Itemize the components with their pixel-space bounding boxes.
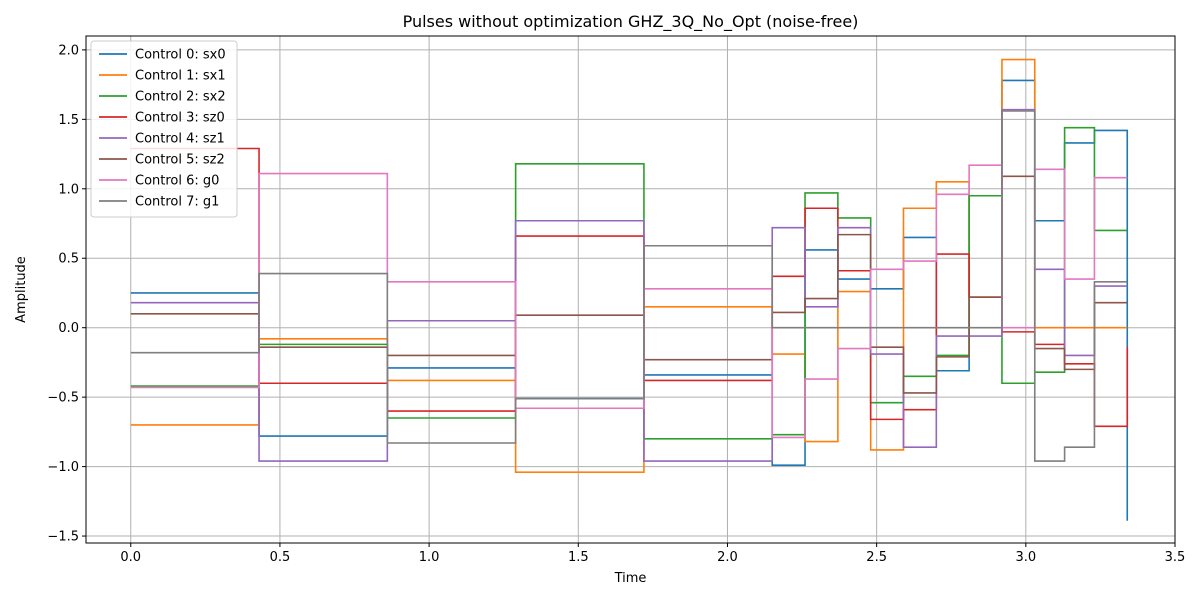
x-tick-label: 0.5 [270,550,291,565]
series-lines [130,58,1129,521]
x-axis-title: Time [614,571,647,586]
series-line-1 [130,58,1128,473]
y-tick-label: 1.5 [58,113,79,128]
y-tick-label: 0.0 [58,321,79,336]
y-axis-title: Amplitude [14,256,29,323]
y-tick-label: 2.0 [58,43,79,58]
y-tick-label: −1.0 [47,460,79,475]
legend-label: Control 2: sx2 [135,90,226,105]
legend-label: Control 6: g0 [135,174,219,189]
x-tick-label: 2.5 [866,550,887,565]
x-tick-label: 2.0 [717,550,738,565]
y-tick-label: −1.5 [47,530,79,545]
x-tick-label: 3.5 [1165,550,1186,565]
x-tick-label: 1.0 [419,550,440,565]
legend-box [90,40,238,218]
legend-label: Control 5: sz2 [135,153,225,168]
legend-label: Control 3: sz0 [135,111,225,126]
legend-label: Control 7: g1 [135,195,219,210]
legend-label: Control 0: sx0 [135,48,226,63]
axis-ticks: 0.0 0.5 1.0 1.5 2.0 2.5 3.0 3.5 −1.5 −1.0 −0.5 0.0 0… [47,43,1185,565]
legend-label: Control 4: sz1 [135,132,225,147]
y-tick-label: 1.0 [58,182,79,197]
y-tick-label: −0.5 [47,391,79,406]
y-tick-label: 0.5 [58,252,79,267]
plot-frame [85,35,1176,544]
legend-label: Control 1: sx1 [135,69,226,84]
chart-title: Pulses without optimization GHZ_3Q_No_Op… [403,12,859,32]
x-tick-label: 3.0 [1015,550,1036,565]
legend: Control 0: sx0 Control 1: sx1 Control 2: s… [90,40,238,218]
x-tick-label: 1.5 [568,550,589,565]
series-line-7 [130,110,1128,462]
x-tick-label: 0.0 [120,550,141,565]
